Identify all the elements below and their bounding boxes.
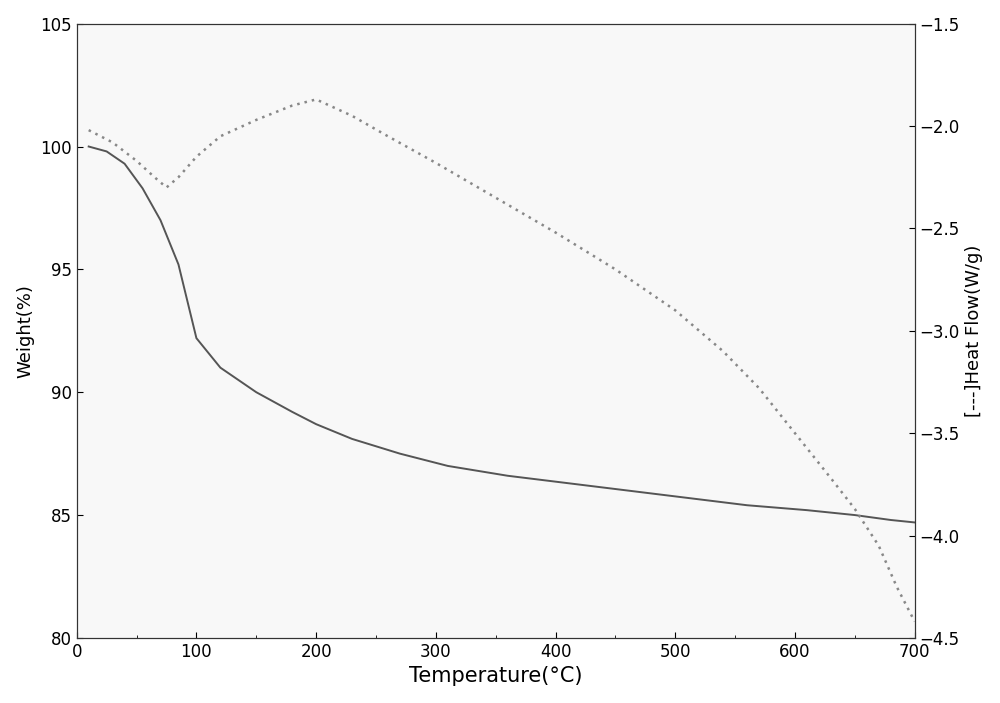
Y-axis label: [---]Heat Flow(W/g): [---]Heat Flow(W/g) [965, 245, 983, 417]
X-axis label: Temperature(°C): Temperature(°C) [409, 666, 582, 686]
Y-axis label: Weight(%): Weight(%) [17, 284, 35, 378]
